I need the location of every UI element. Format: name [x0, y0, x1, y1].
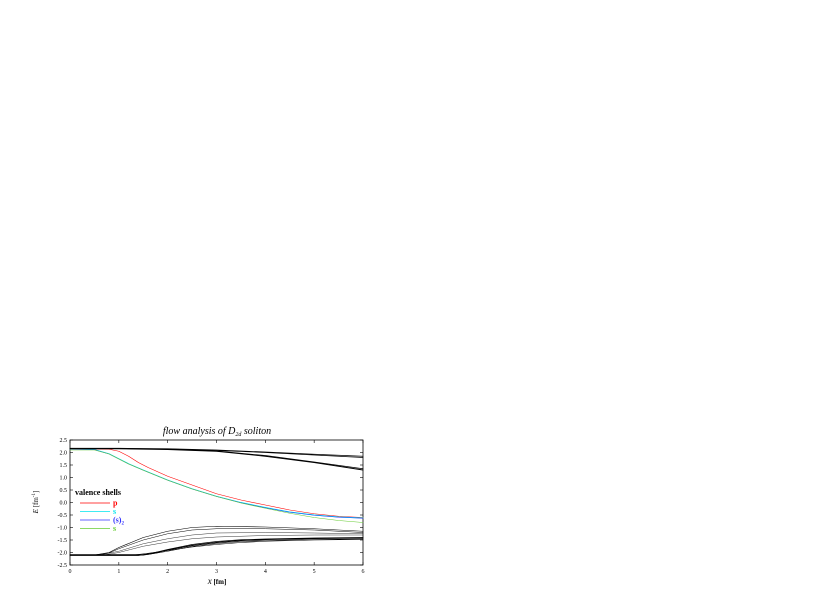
legend-label-s_cyan: s: [113, 507, 116, 516]
y-axis-label: E [fm-1]: [32, 491, 40, 515]
x-tick-label: 4: [264, 569, 267, 575]
series-line-black-10: [69, 532, 364, 556]
x-tick-label: 0: [69, 569, 72, 575]
series-layer: [69, 447, 364, 556]
series-line-black-14: [69, 538, 364, 555]
y-tick-label: 2.5: [60, 438, 68, 444]
y-axis-unit: [fm: [32, 497, 40, 509]
series-line-black-9: [69, 528, 364, 556]
x-tick-label: 5: [313, 569, 316, 575]
series-line-black-7: [69, 447, 364, 457]
y-tick-label: -1.0: [58, 526, 68, 532]
x-tick-label: 2: [166, 569, 169, 575]
x-axis-var: x: [207, 576, 212, 586]
y-tick-label: 0.0: [60, 501, 68, 507]
y-tick-label: 0.5: [60, 488, 68, 494]
legend-title: valence shells: [75, 488, 121, 497]
legend-label-p: p: [113, 499, 118, 508]
series-line-black-11: [69, 534, 364, 556]
y-axis-var: E: [32, 508, 40, 514]
series-line-s_green: [69, 449, 364, 523]
x-tick-label: 6: [362, 569, 365, 575]
series-line-p: [69, 448, 364, 518]
y-tick-label: 2.0: [60, 451, 68, 457]
legend-label-s2: (s)2: [113, 516, 124, 527]
y-tick-label: -0.5: [58, 513, 68, 519]
y-tick-label: 1.5: [60, 463, 68, 469]
axis-ticks: 0 1 2 3 4 5 6 2.5 2.0 1.5 1.0 0.5 0.0 -0.5 -1.0 -1.5 -2.…: [58, 438, 365, 575]
series-line-black-12: [69, 537, 364, 556]
chart-title: flow analysis of D2d soliton: [163, 426, 271, 438]
series-line-black-8: [69, 525, 364, 556]
y-tick-label: -2.5: [58, 563, 68, 569]
y-axis-close: ]: [32, 491, 40, 493]
y-tick-label: -1.5: [58, 538, 68, 544]
legend: valence shells ps(s)2s: [75, 488, 124, 533]
y-axis-sup: -1: [32, 493, 37, 498]
series-line-black-4: [69, 448, 364, 471]
series-line-black-15: [69, 539, 364, 556]
chart-title-suffix: soliton: [241, 426, 271, 437]
legend-label-s_green: s: [113, 524, 116, 533]
x-axis-unit: [fm]: [212, 578, 227, 586]
x-tick-label: 3: [215, 569, 218, 575]
chart-title-main: flow analysis of D: [163, 426, 236, 437]
chart-title-sub: 2d: [235, 432, 242, 438]
x-tick-label: 1: [117, 569, 120, 575]
y-tick-label: 1.0: [60, 476, 68, 482]
x-axis-label: x [fm]: [207, 576, 227, 586]
y-tick-label: -2.0: [58, 551, 68, 557]
